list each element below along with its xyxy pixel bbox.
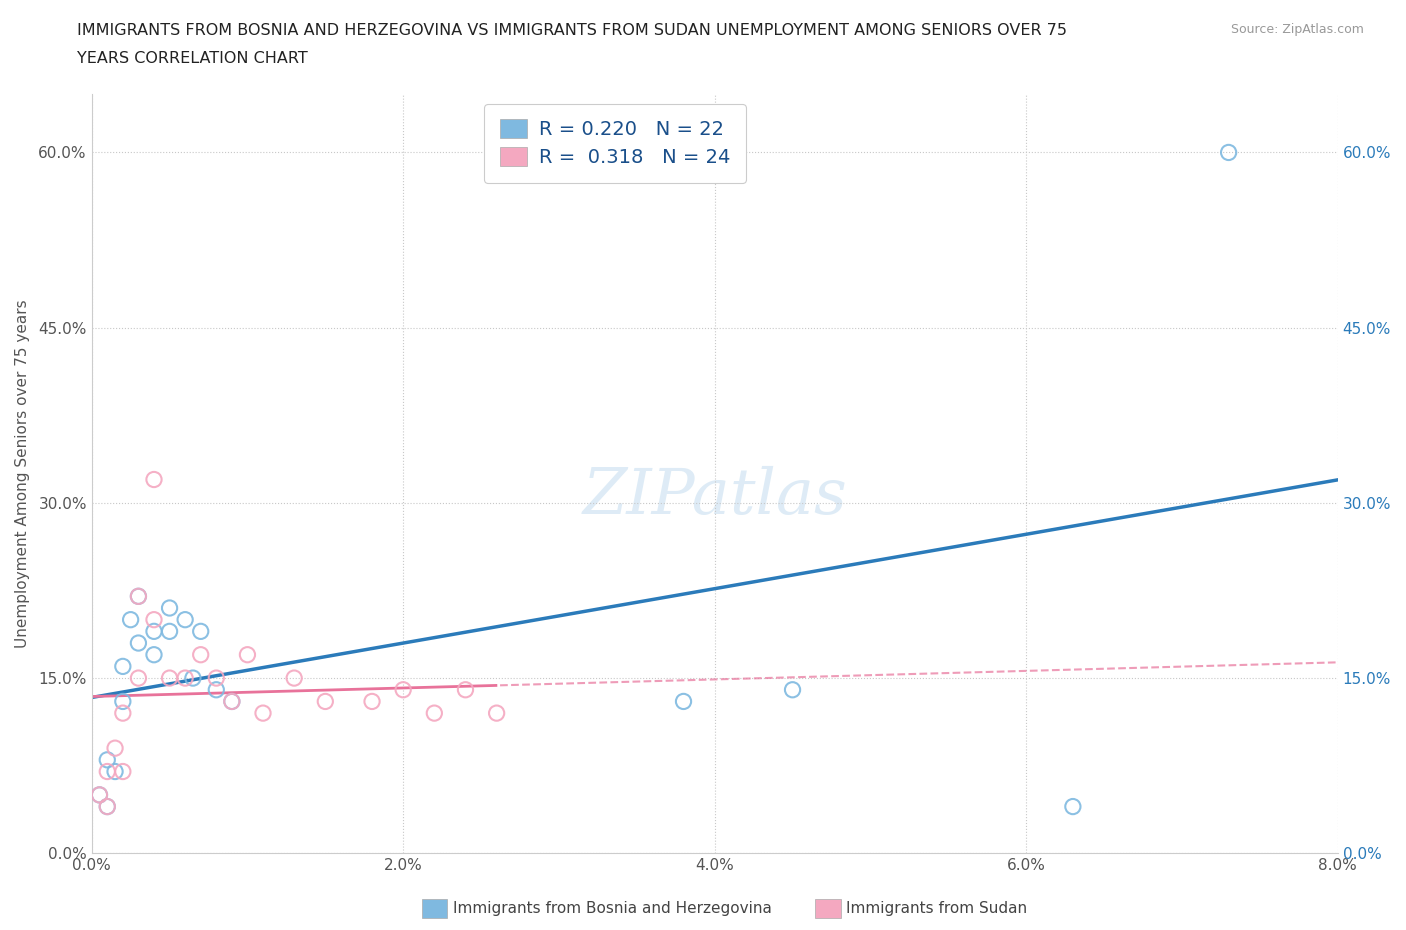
- Point: [143, 612, 166, 627]
- Point: [361, 694, 384, 709]
- Point: [96, 752, 118, 767]
- Point: [127, 589, 149, 604]
- Text: YEARS CORRELATION CHART: YEARS CORRELATION CHART: [77, 51, 308, 66]
- Point: [205, 683, 228, 698]
- Point: [190, 624, 212, 639]
- Point: [127, 589, 149, 604]
- Point: [96, 799, 118, 814]
- Point: [120, 612, 142, 627]
- Point: [190, 647, 212, 662]
- Point: [205, 671, 228, 685]
- Point: [1062, 799, 1084, 814]
- Point: [252, 706, 274, 721]
- Text: IMMIGRANTS FROM BOSNIA AND HERZEGOVINA VS IMMIGRANTS FROM SUDAN UNEMPLOYMENT AMO: IMMIGRANTS FROM BOSNIA AND HERZEGOVINA V…: [77, 23, 1067, 38]
- Point: [236, 647, 259, 662]
- Point: [96, 764, 118, 779]
- Point: [221, 694, 243, 709]
- Point: [111, 694, 134, 709]
- Point: [143, 472, 166, 487]
- Point: [96, 799, 118, 814]
- Point: [127, 635, 149, 650]
- Point: [111, 764, 134, 779]
- Legend: R = 0.220   N = 22, R =  0.318   N = 24: R = 0.220 N = 22, R = 0.318 N = 24: [484, 104, 745, 182]
- Point: [104, 764, 127, 779]
- Point: [221, 694, 243, 709]
- Point: [159, 624, 181, 639]
- Point: [423, 706, 446, 721]
- Point: [672, 694, 695, 709]
- Text: ZIPatlas: ZIPatlas: [582, 466, 846, 527]
- Point: [111, 706, 134, 721]
- Point: [143, 624, 166, 639]
- Point: [174, 612, 197, 627]
- Point: [314, 694, 336, 709]
- Point: [104, 740, 127, 755]
- Point: [159, 601, 181, 616]
- Point: [782, 683, 804, 698]
- Y-axis label: Unemployment Among Seniors over 75 years: Unemployment Among Seniors over 75 years: [15, 299, 30, 648]
- Text: Source: ZipAtlas.com: Source: ZipAtlas.com: [1230, 23, 1364, 36]
- Point: [159, 671, 181, 685]
- Point: [174, 671, 197, 685]
- Point: [89, 788, 111, 803]
- Point: [485, 706, 508, 721]
- Point: [127, 671, 149, 685]
- Text: Immigrants from Bosnia and Herzegovina: Immigrants from Bosnia and Herzegovina: [453, 901, 772, 916]
- Text: Immigrants from Sudan: Immigrants from Sudan: [846, 901, 1028, 916]
- Point: [143, 647, 166, 662]
- Point: [392, 683, 415, 698]
- Point: [283, 671, 305, 685]
- Point: [111, 659, 134, 674]
- Point: [89, 788, 111, 803]
- Point: [1218, 145, 1240, 160]
- Point: [181, 671, 204, 685]
- Point: [454, 683, 477, 698]
